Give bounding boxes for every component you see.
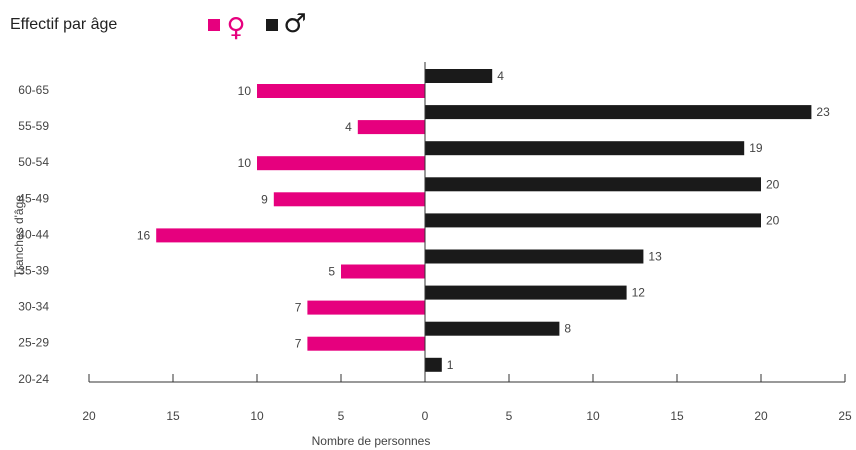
- y-tick-label: 55-59: [18, 119, 49, 133]
- y-tick-label: 45-49: [18, 191, 49, 205]
- bars: [156, 69, 812, 372]
- y-tick-label: 25-29: [18, 336, 49, 350]
- data-label-female: 4: [345, 120, 352, 134]
- data-label-female: 10: [238, 156, 252, 170]
- x-tick-label: 10: [586, 409, 600, 423]
- data-labels: 10 4 4 23 10 19 9 20 16 20 5 13 7 12 7 8 1: [137, 69, 830, 372]
- data-label-female: 7: [295, 301, 302, 315]
- data-label-male: 12: [632, 286, 646, 300]
- legend-swatch-male: [266, 19, 278, 31]
- bar-male: [425, 69, 493, 83]
- x-tick-label: 25: [838, 409, 852, 423]
- data-label-male: 8: [564, 322, 571, 336]
- data-label-male: 20: [766, 177, 780, 191]
- bar-male: [425, 357, 442, 372]
- bar-female: [341, 264, 425, 279]
- y-tick-label: 60-65: [18, 83, 49, 97]
- x-tick-label: 5: [506, 409, 513, 423]
- bar-male: [425, 249, 644, 264]
- bar-female: [273, 192, 425, 207]
- x-tick-label: 10: [250, 409, 264, 423]
- data-label-male: 19: [749, 141, 763, 155]
- y-axis-title: Tranches d'âge: [12, 195, 26, 277]
- bar-male: [425, 141, 745, 156]
- y-tick-label: 50-54: [18, 155, 49, 169]
- bar-male: [425, 321, 560, 336]
- data-label-female: 9: [261, 192, 268, 206]
- bar-male: [425, 285, 627, 300]
- bar-female: [156, 228, 425, 243]
- legend-label-male: ♂: [283, 9, 306, 39]
- data-label-male: 20: [766, 213, 780, 227]
- data-label-male: 4: [497, 69, 504, 83]
- y-tick-label: 35-39: [18, 264, 49, 278]
- legend-swatch-female: [208, 19, 220, 31]
- y-tick-label: 40-44: [18, 227, 49, 241]
- x-axis-title: Nombre de personnes: [312, 434, 431, 448]
- bar-male: [425, 105, 812, 120]
- bar-female: [257, 156, 425, 171]
- bar-female: [257, 84, 425, 98]
- data-label-female: 10: [238, 84, 252, 98]
- legend: ♀ ♂: [208, 9, 307, 43]
- chart-title: Effectif par âge: [10, 16, 118, 33]
- x-tick-label: 0: [422, 409, 429, 423]
- data-label-male: 1: [447, 358, 454, 372]
- data-label-female: 5: [328, 265, 335, 279]
- data-label-male: 13: [648, 250, 662, 264]
- y-tick-label: 30-34: [18, 300, 49, 314]
- x-tick-label: 15: [670, 409, 684, 423]
- bar-male: [425, 213, 761, 228]
- axes: 60-65 55-59 50-54 45-49 40-44 35-39 30-34 25-29…: [12, 62, 852, 448]
- x-tick-label: 5: [338, 409, 345, 423]
- x-tick-label: 15: [166, 409, 180, 423]
- x-tick-label: 20: [82, 409, 96, 423]
- bar-male: [425, 177, 761, 192]
- y-tick-label: 20-24: [18, 372, 49, 386]
- data-label-female: 16: [137, 228, 151, 242]
- bar-female: [307, 336, 425, 351]
- data-label-male: 23: [816, 105, 830, 119]
- x-tick-label: 20: [754, 409, 768, 423]
- bar-female: [357, 120, 425, 135]
- bar-female: [307, 300, 425, 315]
- legend-label-female: ♀: [226, 13, 245, 43]
- data-label-female: 7: [295, 337, 302, 351]
